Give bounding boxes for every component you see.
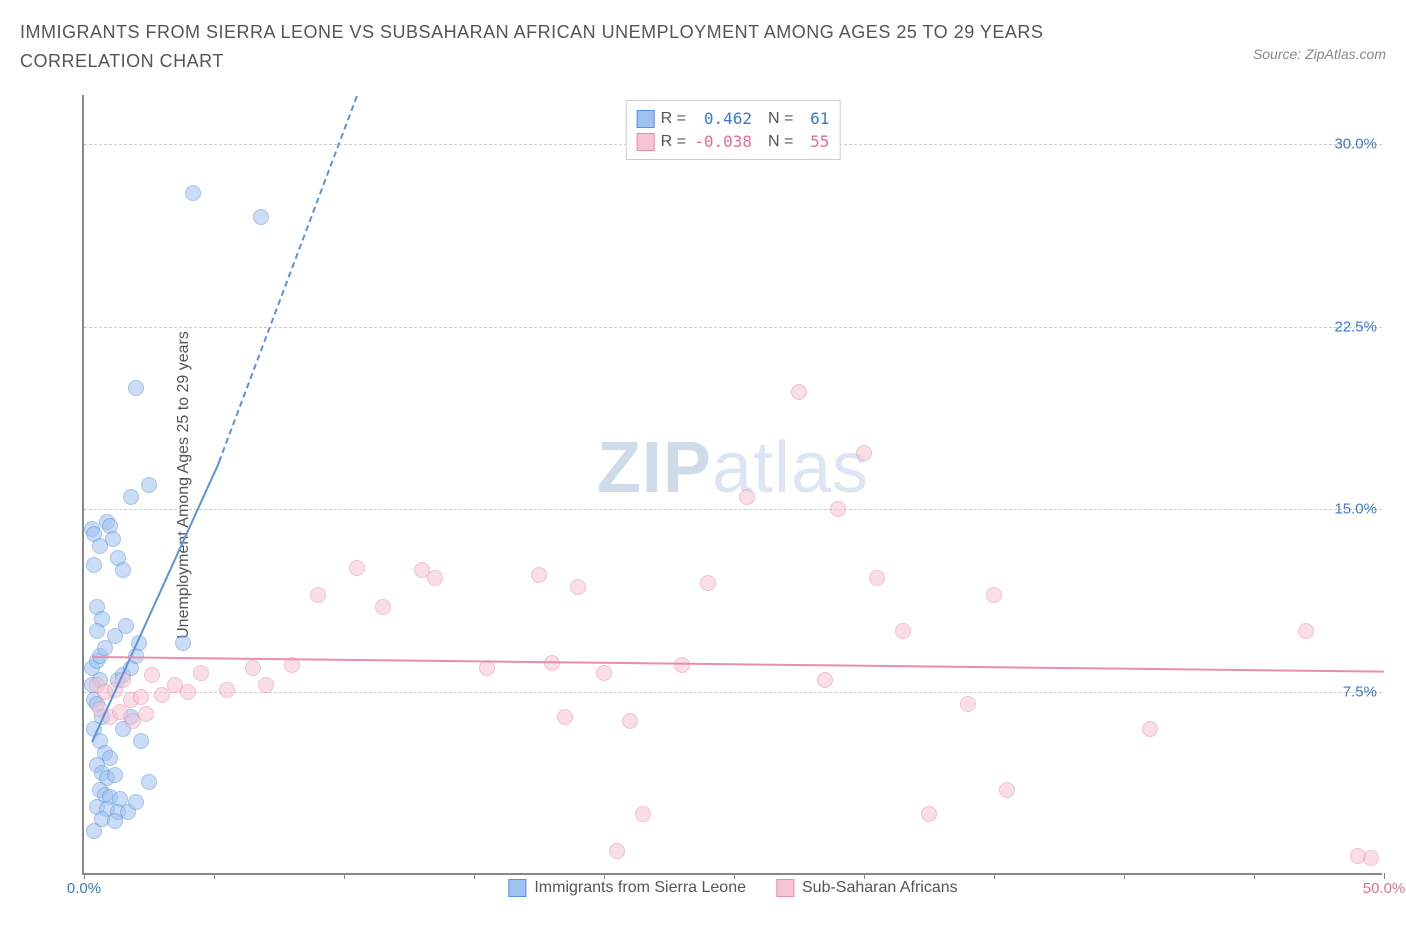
data-point [1298, 623, 1314, 639]
data-point [253, 209, 269, 225]
data-point [427, 570, 443, 586]
watermark: ZIPatlas [597, 427, 869, 509]
data-point [107, 813, 123, 829]
source-label: Source: ZipAtlas.com [1253, 46, 1386, 62]
data-point [193, 665, 209, 681]
legend-n-label: N = [768, 133, 793, 151]
data-point [185, 185, 201, 201]
data-point [856, 445, 872, 461]
data-point [141, 477, 157, 493]
data-point [105, 531, 121, 547]
y-tick-label: 30.0% [1334, 135, 1377, 152]
data-point [674, 657, 690, 673]
data-point [596, 665, 612, 681]
data-point [138, 706, 154, 722]
y-tick-label: 7.5% [1343, 684, 1377, 701]
legend-row: R = -0.038 N = 55 [637, 130, 830, 153]
data-point [175, 635, 191, 651]
legend-series-name: Sub-Saharan Africans [802, 879, 958, 897]
data-point [1142, 721, 1158, 737]
data-point [817, 672, 833, 688]
data-point [739, 489, 755, 505]
gridline [84, 692, 1382, 693]
y-tick-label: 15.0% [1334, 501, 1377, 518]
data-point [557, 709, 573, 725]
x-tick-mark [1384, 873, 1385, 879]
data-point [133, 689, 149, 705]
x-tick-label-left: 0.0% [67, 880, 101, 897]
legend-swatch [637, 110, 655, 128]
x-tick-mark [344, 873, 345, 879]
y-tick-label: 22.5% [1334, 318, 1377, 335]
data-point [700, 575, 716, 591]
x-tick-mark [604, 873, 605, 879]
data-point [86, 823, 102, 839]
data-point [141, 774, 157, 790]
data-point [107, 767, 123, 783]
x-tick-mark [214, 873, 215, 879]
data-point [570, 579, 586, 595]
x-tick-mark [994, 873, 995, 879]
legend-swatch [637, 133, 655, 151]
data-point [1363, 850, 1379, 866]
data-point [609, 843, 625, 859]
data-point [895, 623, 911, 639]
data-point [123, 489, 139, 505]
x-tick-mark [1124, 873, 1125, 879]
legend-n-label: N = [768, 110, 793, 128]
legend-swatch [776, 879, 794, 897]
data-point [921, 806, 937, 822]
data-point [128, 380, 144, 396]
legend-r-label: R = [661, 133, 686, 151]
x-tick-mark [864, 873, 865, 879]
legend-bottom-item: Immigrants from Sierra Leone [508, 879, 746, 897]
legend-r-value: -0.038 [692, 132, 752, 151]
data-point [960, 696, 976, 712]
data-point [89, 623, 105, 639]
data-point [869, 570, 885, 586]
data-point [375, 599, 391, 615]
legend-series: Immigrants from Sierra Leone Sub-Saharan … [508, 879, 957, 897]
data-point [133, 733, 149, 749]
data-point [219, 682, 235, 698]
data-point [791, 384, 807, 400]
plot-area: ZIPatlas R =0.462N =61R =-0.038N =55 Imm… [82, 95, 1382, 875]
data-point [635, 806, 651, 822]
data-point [999, 782, 1015, 798]
data-point [245, 660, 261, 676]
x-tick-mark [84, 873, 85, 879]
data-point [830, 501, 846, 517]
chart-title: IMMIGRANTS FROM SIERRA LEONE VS SUBSAHAR… [20, 18, 1120, 76]
data-point [180, 684, 196, 700]
data-point [531, 567, 547, 583]
gridline [84, 327, 1382, 328]
gridline [84, 509, 1382, 510]
data-point [986, 587, 1002, 603]
data-point [118, 618, 134, 634]
data-point [258, 677, 274, 693]
data-point [144, 667, 160, 683]
x-tick-mark [734, 873, 735, 879]
legend-r-value: 0.462 [692, 109, 752, 128]
x-tick-mark [1254, 873, 1255, 879]
data-point [86, 557, 102, 573]
x-tick-mark [474, 873, 475, 879]
data-point [349, 560, 365, 576]
data-point [128, 794, 144, 810]
data-point [115, 562, 131, 578]
legend-bottom-item: Sub-Saharan Africans [776, 879, 958, 897]
legend-correlation: R = 0.462 N = 61 R = -0.038 N = 55 [626, 100, 841, 160]
legend-series-name: Immigrants from Sierra Leone [534, 879, 746, 897]
legend-swatch [508, 879, 526, 897]
legend-row: R = 0.462 N = 61 [637, 107, 830, 130]
trend-line-dash [218, 96, 358, 462]
chart-container: Unemployment Among Ages 25 to 29 years Z… [20, 95, 1386, 915]
legend-n-value: 61 [799, 109, 829, 128]
x-tick-label-right: 50.0% [1363, 880, 1406, 897]
data-point [310, 587, 326, 603]
legend-r-label: R = [661, 110, 686, 128]
data-point [622, 713, 638, 729]
legend-n-value: 55 [799, 132, 829, 151]
